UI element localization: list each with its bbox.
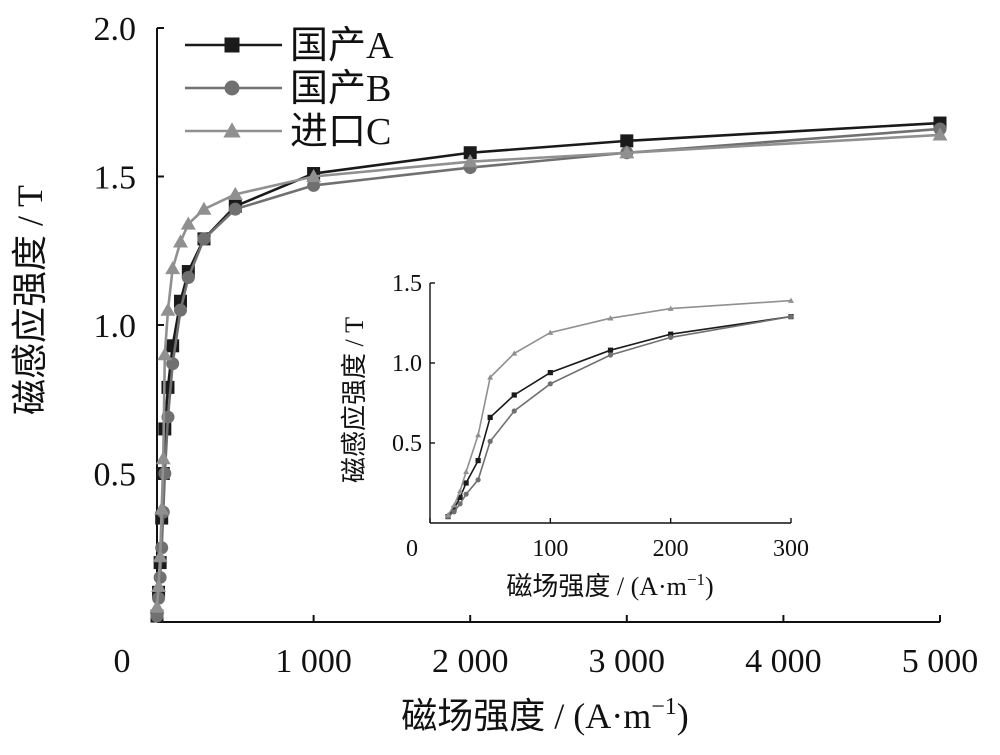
- data-point: [788, 297, 794, 303]
- main-x-tick-label: 0: [114, 643, 131, 680]
- inset-x-tick-label: 100: [532, 536, 568, 562]
- legend-marker: [224, 80, 240, 96]
- data-point: [180, 216, 196, 230]
- legend-label: 国产B: [290, 68, 391, 110]
- inset-y-tick-label: 1.5: [392, 271, 422, 297]
- data-point: [475, 432, 482, 438]
- data-point: [620, 134, 634, 148]
- data-point: [196, 201, 212, 215]
- data-point: [457, 488, 464, 494]
- main-x-tick-label: 3 000: [589, 643, 666, 680]
- legend-label: 国产A: [290, 25, 394, 67]
- main-ticks: 0 1 000 2 000 3 000 4 000 5 000 0.5 1.0 1.5 2.0: [94, 11, 979, 680]
- data-point: [457, 494, 463, 500]
- data-point: [463, 146, 477, 160]
- main-y-tick-label: 1.5: [94, 160, 137, 197]
- main-y-tick-label: 0.5: [94, 457, 137, 494]
- data-point: [668, 331, 674, 337]
- main-x-tick-label: 4 000: [745, 643, 822, 680]
- inset-series: [445, 297, 794, 520]
- legend-marker: [224, 37, 240, 53]
- inset-series-triangle: [445, 297, 794, 518]
- inset-x-label: 磁场强度 / (A·m−1): [506, 570, 713, 601]
- data-point: [463, 491, 469, 497]
- data-point: [154, 501, 170, 515]
- data-point: [788, 314, 794, 320]
- series-line: [447, 315, 792, 518]
- inset-y-label: 磁感应强度 / T: [340, 317, 369, 483]
- data-point: [462, 154, 478, 168]
- data-point: [547, 370, 553, 376]
- data-point: [607, 352, 614, 358]
- main-y-tick-label: 2.0: [94, 11, 137, 48]
- main-x-tick-label: 1 000: [275, 643, 352, 680]
- inset-x-tick-label: 0: [406, 536, 418, 562]
- series-line: [155, 133, 941, 608]
- data-point: [607, 347, 614, 353]
- data-point: [150, 609, 164, 623]
- data-point: [463, 468, 470, 475]
- data-point: [181, 270, 195, 284]
- data-point: [228, 202, 242, 216]
- data-point: [307, 178, 321, 192]
- inset-x-tick-label: 300: [773, 536, 809, 562]
- data-point: [173, 303, 187, 317]
- inset-series-circle: [445, 314, 794, 520]
- inset-y-tick-label: 0.5: [392, 431, 422, 457]
- data-point: [160, 302, 176, 316]
- main-series-triangle: [149, 127, 948, 613]
- main-x-tick-label: 5 000: [902, 643, 979, 680]
- data-point: [151, 578, 167, 592]
- data-point: [487, 374, 494, 380]
- data-point: [157, 347, 173, 361]
- data-point: [227, 186, 243, 200]
- data-point: [451, 506, 457, 512]
- data-point: [547, 329, 554, 335]
- inset-ticks: 0 100 200 300 0.5 1.0 1.5: [392, 271, 809, 562]
- data-point: [166, 357, 180, 371]
- data-point: [165, 261, 181, 275]
- data-point: [445, 512, 452, 518]
- data-point: [451, 502, 458, 508]
- data-point: [475, 458, 481, 464]
- data-point: [619, 145, 635, 159]
- data-point: [668, 334, 674, 340]
- legend-marker: [223, 122, 241, 138]
- main-series: [149, 116, 948, 623]
- data-point: [607, 315, 614, 321]
- data-point: [306, 169, 322, 183]
- legend-label: 进口C: [290, 111, 391, 153]
- data-point: [511, 350, 518, 356]
- data-point: [511, 392, 517, 398]
- series-line: [447, 315, 792, 518]
- data-point: [173, 234, 188, 248]
- data-point: [451, 509, 457, 515]
- data-point: [463, 480, 469, 486]
- data-point: [511, 408, 517, 414]
- main-x-tick-label: 2 000: [432, 643, 509, 680]
- data-point: [149, 599, 165, 613]
- data-point: [547, 381, 553, 387]
- data-point: [158, 467, 172, 480]
- data-point: [155, 451, 171, 465]
- data-point: [932, 127, 948, 141]
- data-point: [152, 549, 168, 563]
- data-point: [475, 477, 481, 483]
- main-x-label: 磁场强度 / (A·m−1): [401, 694, 689, 736]
- data-point: [197, 232, 211, 246]
- inset-series-square: [445, 314, 794, 520]
- data-point: [487, 414, 493, 420]
- data-point: [487, 438, 493, 444]
- inset-x-tick-label: 200: [653, 536, 689, 562]
- main-y-label: 磁感应强度 / T: [10, 185, 50, 415]
- inset-y-tick-label: 1.0: [392, 351, 422, 377]
- inset-chart: 0 100 200 300 0.5 1.0 1.5 磁场强度 / (A·m−1) 磁感应强度…: [340, 271, 809, 601]
- data-point: [667, 305, 674, 311]
- main-y-tick-label: 1.0: [94, 308, 137, 345]
- data-point: [457, 501, 463, 507]
